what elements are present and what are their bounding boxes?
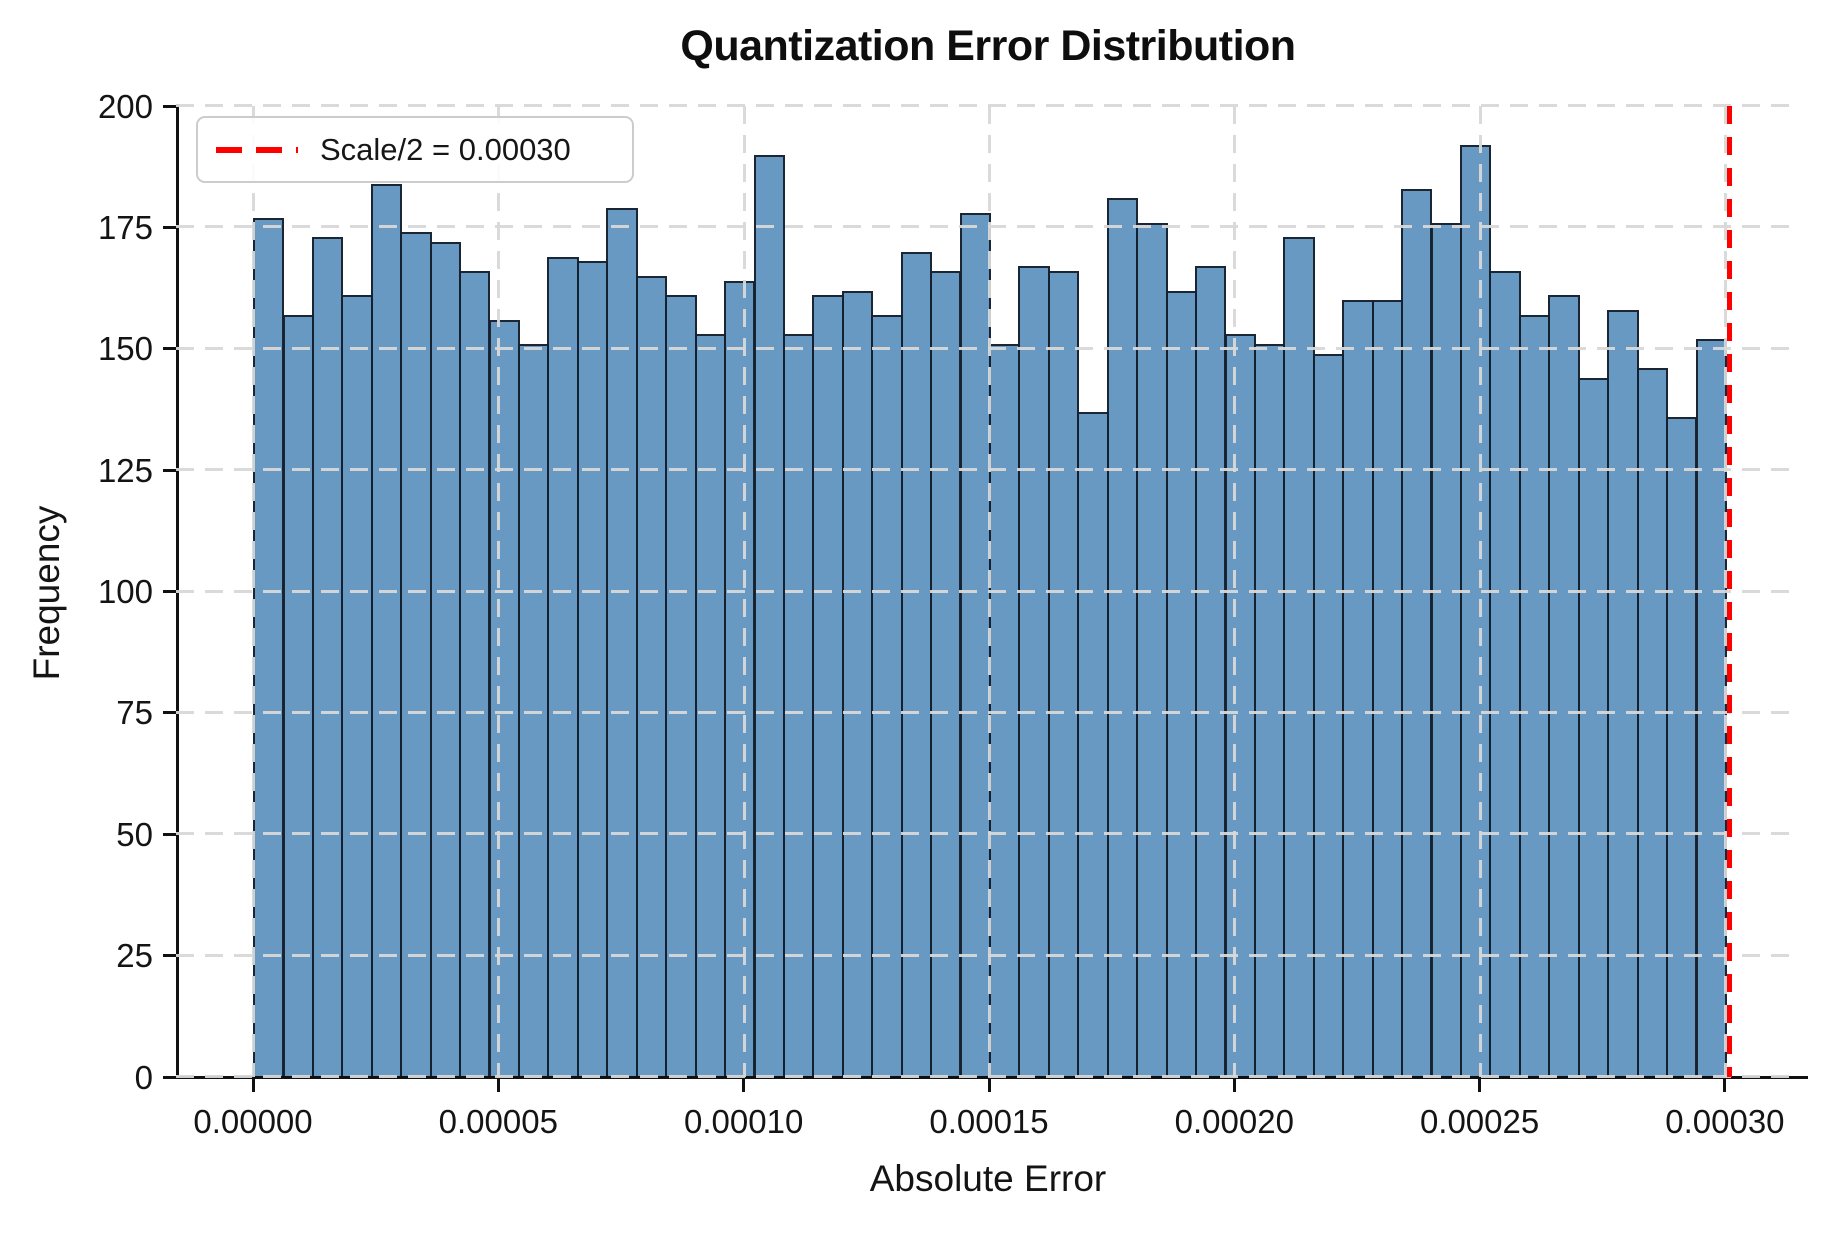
histogram-bar [1666,416,1698,1077]
x-tick [1723,1079,1727,1092]
histogram-bar [782,334,815,1077]
histogram-bar [959,212,991,1077]
x-tick [496,1079,500,1092]
y-tick [163,1075,176,1079]
legend-dashed-line-icon [216,146,298,153]
gridline-vertical [252,106,255,1077]
y-tick [163,104,176,108]
gridline-vertical [988,106,991,1077]
y-tick-label: 150 [97,330,153,368]
histogram-bar [1371,300,1404,1077]
histogram-bar [1695,339,1727,1077]
y-tick [163,590,176,593]
x-tick-label: 0.00015 [929,1103,1049,1140]
x-tick-label: 0.00010 [684,1103,804,1140]
histogram-bar [370,183,403,1077]
histogram-bar [724,280,756,1077]
gridline-vertical [742,106,746,1077]
histogram-bar [1430,222,1462,1077]
histogram-bar [1283,237,1315,1077]
y-tick-label: 25 [116,937,153,975]
y-tick-label: 50 [116,815,153,853]
histogram-bar [429,241,462,1077]
y-tick [163,225,176,229]
histogram-bar [1136,222,1168,1077]
histogram-bar [1312,353,1345,1077]
histogram-bar [341,295,373,1077]
x-tick [742,1079,746,1092]
x-tick-label: 0.00005 [438,1103,558,1140]
histogram-bar [1548,295,1580,1077]
histogram-bar [1401,188,1433,1077]
gridline-vertical [1233,106,1237,1077]
histogram-bar [841,290,874,1077]
histogram-bar [1077,411,1109,1077]
x-tick [987,1079,991,1092]
plot-area: Scale/2 = 0.00030 [176,104,1800,1078]
x-tick [251,1079,255,1092]
histogram-bar [1636,368,1668,1077]
histogram-bar [1342,300,1374,1077]
histogram-bar [665,295,697,1077]
histogram-bar [311,237,344,1077]
y-tick [163,711,176,715]
x-tick-label: 0.00025 [1419,1103,1540,1140]
y-tick-label: 0 [134,1058,153,1096]
histogram-bar [1165,290,1197,1077]
histogram-bar [1518,314,1551,1077]
y-tick-label: 200 [97,87,153,125]
legend: Scale/2 = 0.00030 [196,116,634,183]
chart-title: Quantization Error Distribution [680,22,1296,70]
histogram-bar [871,314,903,1077]
gridline-vertical [1478,106,1482,1077]
histogram-bar [1224,334,1256,1077]
gridline-horizontal [176,104,1800,107]
histogram-bar [930,271,962,1077]
y-tick [163,347,176,351]
y-tick-label: 100 [97,573,153,610]
histogram-bar [547,256,579,1077]
x-tick [1478,1079,1482,1092]
y-tick-label: 175 [97,208,153,246]
histogram-bar [1577,377,1610,1077]
gridline-vertical [1723,106,1727,1077]
x-tick-label: 0.00030 [1665,1103,1785,1140]
scale-threshold-line [1727,106,1733,1077]
y-tick-label: 75 [116,694,153,732]
histogram-bar [606,208,638,1077]
x-tick-label: 0.00000 [193,1103,313,1140]
y-tick [163,832,176,836]
y-tick-label: 125 [97,451,153,489]
x-tick-label: 0.00020 [1174,1103,1294,1140]
y-tick [163,954,176,958]
x-tick [1232,1079,1236,1092]
legend-label: Scale/2 = 0.00030 [320,131,571,167]
histogram-bar [1047,271,1080,1077]
x-axis-label: Absolute Error [869,1158,1107,1199]
histogram-bar [1460,144,1492,1077]
histogram-bar [753,154,785,1077]
histogram-bar [282,314,314,1077]
histogram-bar [1607,309,1639,1077]
histogram-bar [488,319,520,1077]
histogram-bar [400,232,432,1077]
histogram-bar [694,334,726,1077]
histogram-bar [1489,271,1521,1077]
histogram-bar [635,275,668,1077]
histogram-bar [1106,198,1139,1077]
gridline-vertical [497,106,501,1077]
y-tick [163,468,176,472]
histogram-bar [812,295,844,1077]
